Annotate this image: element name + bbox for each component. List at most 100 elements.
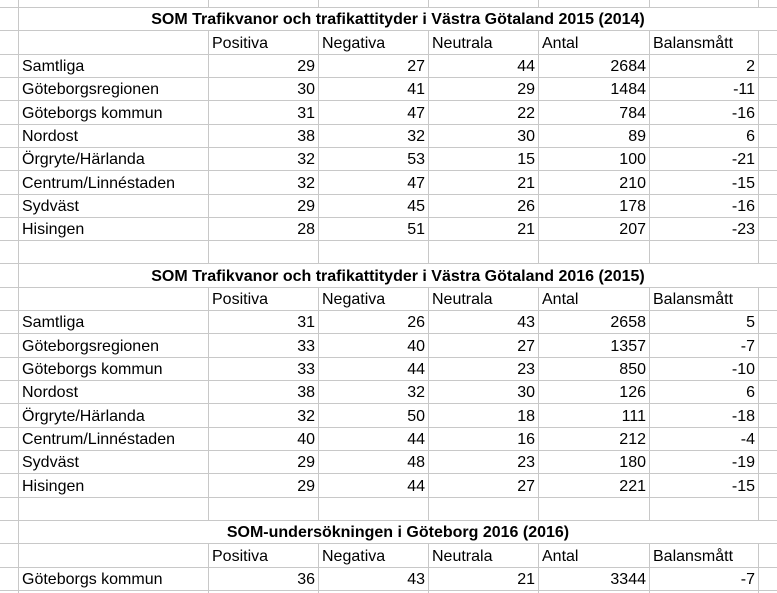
empty-cell[interactable] <box>0 31 18 54</box>
empty-cell[interactable] <box>0 427 18 450</box>
value-cell[interactable]: 21 <box>429 217 538 241</box>
empty-cell[interactable] <box>759 381 777 404</box>
value-cell[interactable]: 44 <box>319 474 428 497</box>
value-cell[interactable]: -18 <box>650 404 758 427</box>
empty-cell[interactable] <box>759 544 777 567</box>
value-cell[interactable]: 32 <box>319 381 428 404</box>
value-cell[interactable]: -7 <box>650 334 758 357</box>
empty-cell[interactable] <box>0 171 18 194</box>
column-header-cell[interactable]: Positiva <box>209 544 318 567</box>
empty-cell[interactable] <box>0 194 18 217</box>
value-cell[interactable]: 30 <box>429 381 538 404</box>
empty-cell[interactable] <box>0 520 18 544</box>
empty-cell[interactable] <box>0 544 18 567</box>
column-header-cell[interactable]: Positiva <box>209 31 318 54</box>
empty-cell[interactable] <box>0 474 18 497</box>
value-cell[interactable]: -21 <box>650 147 758 171</box>
column-header-cell[interactable]: Negativa <box>319 544 428 567</box>
empty-cell[interactable] <box>759 171 777 194</box>
column-header-cell[interactable]: Antal <box>539 287 649 311</box>
value-cell[interactable]: 44 <box>429 54 538 77</box>
empty-cell[interactable] <box>759 147 777 171</box>
empty-cell[interactable] <box>759 31 777 54</box>
value-cell[interactable]: 5 <box>650 311 758 334</box>
column-header-cell[interactable]: Neutrala <box>429 31 538 54</box>
value-cell[interactable]: 40 <box>209 427 318 450</box>
value-cell[interactable]: 32 <box>209 404 318 427</box>
empty-cell[interactable] <box>0 0 18 7</box>
empty-cell[interactable] <box>19 544 208 567</box>
row-label-cell[interactable]: Örgryte/Härlanda <box>19 147 208 171</box>
value-cell[interactable]: 32 <box>209 171 318 194</box>
empty-cell[interactable] <box>209 590 318 593</box>
empty-cell[interactable] <box>19 31 208 54</box>
value-cell[interactable]: 45 <box>319 194 428 217</box>
value-cell[interactable]: 41 <box>319 77 428 101</box>
value-cell[interactable]: 44 <box>319 427 428 450</box>
empty-cell[interactable] <box>0 241 18 264</box>
value-cell[interactable]: 100 <box>539 147 649 171</box>
empty-cell[interactable] <box>759 0 777 7</box>
empty-cell[interactable] <box>759 217 777 241</box>
value-cell[interactable]: 21 <box>429 567 538 590</box>
empty-cell[interactable] <box>0 54 18 77</box>
value-cell[interactable]: 178 <box>539 194 649 217</box>
value-cell[interactable]: 784 <box>539 101 649 124</box>
empty-cell[interactable] <box>209 241 318 264</box>
value-cell[interactable]: 89 <box>539 124 649 147</box>
value-cell[interactable]: 23 <box>429 357 538 380</box>
value-cell[interactable]: 47 <box>319 171 428 194</box>
column-header-cell[interactable]: Antal <box>539 544 649 567</box>
row-label-cell[interactable]: Nordost <box>19 124 208 147</box>
empty-cell[interactable] <box>650 0 758 7</box>
row-label-cell[interactable]: Göteborgs kommun <box>19 567 208 590</box>
empty-cell[interactable] <box>759 497 777 520</box>
empty-cell[interactable] <box>759 241 777 264</box>
column-header-cell[interactable]: Positiva <box>209 287 318 311</box>
empty-cell[interactable] <box>19 590 208 593</box>
empty-cell[interactable] <box>19 287 208 311</box>
value-cell[interactable]: -15 <box>650 474 758 497</box>
value-cell[interactable]: 15 <box>429 147 538 171</box>
empty-cell[interactable] <box>650 590 758 593</box>
empty-cell[interactable] <box>429 590 538 593</box>
empty-cell[interactable] <box>759 357 777 380</box>
value-cell[interactable]: 29 <box>209 474 318 497</box>
value-cell[interactable]: 30 <box>429 124 538 147</box>
value-cell[interactable]: 221 <box>539 474 649 497</box>
value-cell[interactable]: 38 <box>209 381 318 404</box>
empty-cell[interactable] <box>539 590 649 593</box>
empty-cell[interactable] <box>429 241 538 264</box>
column-header-cell[interactable]: Antal <box>539 31 649 54</box>
column-header-cell[interactable]: Neutrala <box>429 544 538 567</box>
value-cell[interactable]: 40 <box>319 334 428 357</box>
value-cell[interactable]: 33 <box>209 357 318 380</box>
value-cell[interactable]: 32 <box>319 124 428 147</box>
value-cell[interactable]: 31 <box>209 311 318 334</box>
empty-cell[interactable] <box>539 241 649 264</box>
empty-cell[interactable] <box>0 381 18 404</box>
value-cell[interactable]: 27 <box>319 54 428 77</box>
value-cell[interactable]: 43 <box>429 311 538 334</box>
empty-cell[interactable] <box>759 334 777 357</box>
value-cell[interactable]: 1357 <box>539 334 649 357</box>
value-cell[interactable]: 27 <box>429 474 538 497</box>
empty-cell[interactable] <box>539 497 649 520</box>
row-label-cell[interactable]: Göteborgs kommun <box>19 101 208 124</box>
empty-cell[interactable] <box>319 590 428 593</box>
empty-cell[interactable] <box>0 497 18 520</box>
section-title-cell[interactable]: SOM Trafikvanor och trafikattityder i Vä… <box>19 264 777 287</box>
empty-cell[interactable] <box>759 567 777 590</box>
row-label-cell[interactable]: Göteborgsregionen <box>19 334 208 357</box>
value-cell[interactable]: 43 <box>319 567 428 590</box>
value-cell[interactable]: -4 <box>650 427 758 450</box>
section-title-cell[interactable]: SOM Trafikvanor och trafikattityder i Vä… <box>19 8 777 31</box>
row-label-cell[interactable]: Hisingen <box>19 217 208 241</box>
value-cell[interactable]: -11 <box>650 77 758 101</box>
row-label-cell[interactable]: Sydväst <box>19 194 208 217</box>
value-cell[interactable]: 44 <box>319 357 428 380</box>
value-cell[interactable]: 53 <box>319 147 428 171</box>
empty-cell[interactable] <box>429 0 538 7</box>
empty-cell[interactable] <box>0 101 18 124</box>
empty-cell[interactable] <box>209 497 318 520</box>
